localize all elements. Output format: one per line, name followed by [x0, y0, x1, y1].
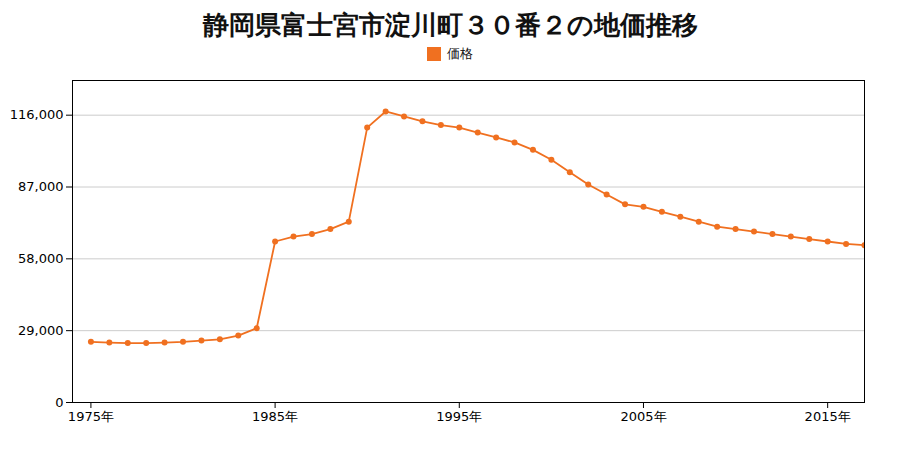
svg-text:87,000: 87,000 — [18, 179, 64, 194]
svg-text:29,000: 29,000 — [18, 323, 64, 338]
html-text:静岡県富士宮市淀川町３０番２の地価推移: 静岡県富士宮市淀川町３０番２の地価推移 — [202, 10, 698, 40]
html-text:価格: 価格 — [447, 46, 473, 61]
svg-text:1985年: 1985年 — [252, 409, 298, 424]
svg-text:58,000: 58,000 — [18, 251, 64, 266]
svg-text:116,000: 116,000 — [10, 107, 64, 122]
svg-text:1995年: 1995年 — [436, 409, 482, 424]
svg-text:2015年: 2015年 — [805, 409, 851, 424]
svg-text:1975年: 1975年 — [68, 409, 114, 424]
svg-text:2005年: 2005年 — [620, 409, 666, 424]
svg-text:0: 0 — [55, 395, 63, 410]
